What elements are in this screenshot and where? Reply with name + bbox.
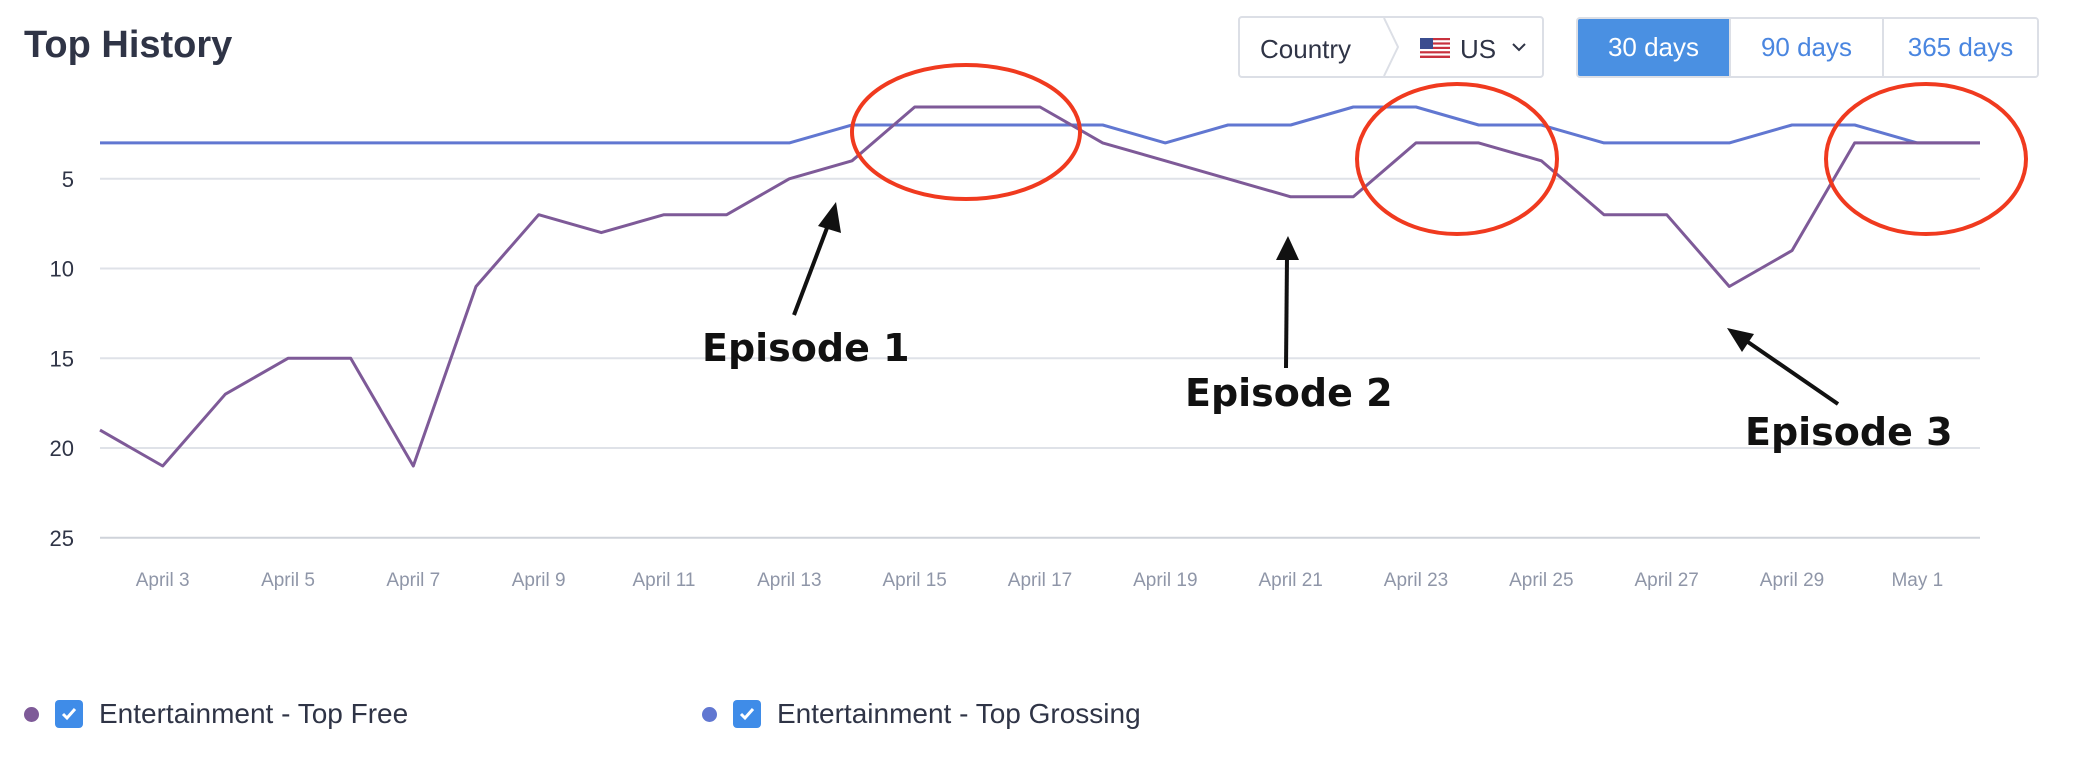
chevron-down-icon	[1512, 43, 1526, 52]
x-tick-label: April 29	[1760, 570, 1824, 591]
series-line-top-grossing	[100, 105, 1980, 145]
series-color-dot	[24, 706, 39, 722]
legend-label: Entertainment - Top Free	[99, 698, 409, 729]
y-tick-label: 10	[50, 257, 74, 282]
x-tick-label: April 11	[632, 570, 695, 591]
episode-1-circle	[850, 63, 1082, 201]
checkbox-checked-icon[interactable]	[733, 700, 761, 728]
y-axis-ticks: 5 10 15 20 25	[50, 167, 74, 551]
series-line-top-free	[99, 105, 1980, 468]
legend-item-top-grossing[interactable]: Entertainment - Top Grossing	[702, 694, 1141, 734]
x-tick-label: April 5	[261, 570, 315, 591]
episode-1-label: Episode 1	[702, 326, 910, 370]
x-tick-label: April 19	[1133, 570, 1197, 591]
x-tick-label: April 7	[386, 570, 440, 591]
country-value: US	[1460, 34, 1497, 64]
legend-item-top-free[interactable]: Entertainment - Top Free	[24, 694, 408, 734]
date-range-toggle: 30 days 90 days 365 days	[1576, 17, 2039, 78]
country-selector[interactable]: Country US	[1238, 16, 1544, 78]
y-tick-label: 15	[50, 346, 74, 371]
page-title: Top History	[24, 24, 233, 66]
episode-3-label: Episode 3	[1745, 410, 1953, 454]
checkbox-checked-icon[interactable]	[55, 700, 83, 728]
range-30-days-button[interactable]: 30 days	[1578, 19, 1731, 76]
x-tick-label: May 1	[1891, 570, 1943, 591]
annotation-marks	[792, 63, 2028, 406]
x-axis-ticks: April 3 April 5 April 7 April 9 April 11 Apri…	[136, 570, 1943, 591]
x-tick-label: April 13	[757, 570, 821, 591]
legend-label: Entertainment - Top Grossing	[777, 698, 1141, 729]
x-tick-label: April 27	[1634, 570, 1698, 591]
us-flag-icon	[1420, 38, 1450, 58]
x-tick-label: April 21	[1258, 570, 1322, 591]
separator-chevron-icon	[1383, 18, 1400, 76]
x-tick-label: April 17	[1008, 570, 1072, 591]
episode-2-circle	[1355, 82, 1559, 236]
y-tick-label: 20	[50, 436, 74, 461]
y-tick-label: 25	[50, 526, 74, 551]
x-tick-label: April 3	[136, 570, 190, 591]
x-tick-label: April 15	[882, 570, 946, 591]
episode-3-circle	[1824, 82, 2028, 236]
range-90-days-button[interactable]: 90 days	[1731, 19, 1884, 76]
x-tick-label: April 25	[1509, 570, 1573, 591]
chart-series	[99, 105, 1980, 468]
episode-2-label: Episode 2	[1185, 371, 1393, 415]
y-tick-label: 5	[62, 167, 74, 192]
episode-3-arrow	[1727, 328, 1840, 406]
series-color-dot	[702, 706, 717, 722]
x-tick-label: April 9	[512, 570, 566, 591]
x-tick-label: April 23	[1384, 570, 1448, 591]
episode-2-arrow	[1276, 236, 1299, 369]
chart-grid	[100, 177, 1980, 539]
range-365-days-button[interactable]: 365 days	[1884, 19, 2037, 76]
country-label: Country	[1260, 34, 1352, 64]
episode-1-arrow	[792, 202, 841, 316]
